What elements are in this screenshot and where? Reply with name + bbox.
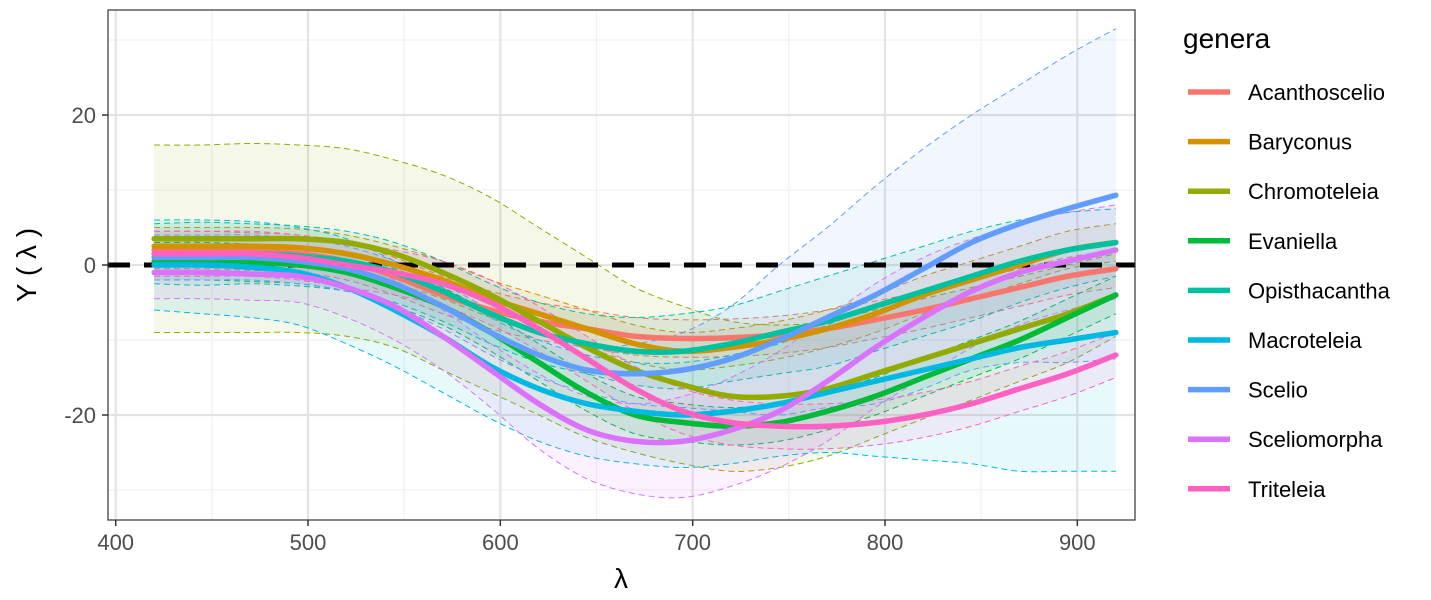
series-line-sceliomorpha <box>151 247 1119 446</box>
x-tick-label: 600 <box>482 530 519 555</box>
legend-title: genera <box>1183 23 1271 54</box>
legend-label-acanthoscelio: Acanthoscelio <box>1248 80 1385 105</box>
series-line-baryconus <box>151 239 1119 355</box>
band-upper-sceliomorpha <box>154 204 1116 405</box>
band-upper-baryconus <box>154 223 1116 334</box>
y-tick-label: 20 <box>72 103 96 128</box>
y-tick-label: -20 <box>64 403 96 428</box>
x-tick-label: 700 <box>674 530 711 555</box>
axes: 400 500 600 700 800 900 -20 0 20 <box>64 103 1095 555</box>
y-axis-title: Y ( λ ) <box>11 228 42 302</box>
band-upper-chromoteleia <box>154 142 1116 326</box>
band-upper-triteleia <box>154 230 1116 405</box>
band-lower-macroteleia <box>154 309 1116 473</box>
x-tick-label: 500 <box>290 530 327 555</box>
series-lines <box>151 192 1119 446</box>
legend-label-evaniella: Evaniella <box>1248 229 1338 254</box>
band-upper-opisthacantha <box>154 208 1116 319</box>
series-line-triteleia <box>151 250 1119 430</box>
x-axis-title: λ <box>614 563 628 594</box>
band-upper-acanthoscelio <box>154 230 1116 321</box>
y-tick-label: 0 <box>84 253 96 278</box>
x-tick-label: 800 <box>867 530 904 555</box>
series-line-chromoteleia <box>151 235 1119 401</box>
x-tick-label: 900 <box>1059 530 1096 555</box>
legend-label-baryconus: Baryconus <box>1248 130 1352 155</box>
band-baryconus <box>154 223 1116 371</box>
legend: genera Acanthoscelio Baryconus Chromotelei… <box>1183 23 1391 502</box>
legend-label-scelio: Scelio <box>1248 378 1308 403</box>
band-lower-acanthoscelio <box>154 268 1116 358</box>
legend-label-chromoteleia: Chromoteleia <box>1248 179 1380 204</box>
legend-label-sceliomorpha: Sceliomorpha <box>1248 427 1383 452</box>
legend-label-opisthacantha: Opisthacantha <box>1248 278 1391 303</box>
legend-label-macroteleia: Macroteleia <box>1248 328 1362 353</box>
band-upper-macroteleia <box>154 219 1116 364</box>
band-chromoteleia <box>154 143 1116 472</box>
legend-label-triteleia: Triteleia <box>1248 477 1326 502</box>
band-lower-scelio <box>154 279 1116 416</box>
series-line-scelio <box>151 192 1119 377</box>
x-tick-label: 400 <box>97 530 134 555</box>
